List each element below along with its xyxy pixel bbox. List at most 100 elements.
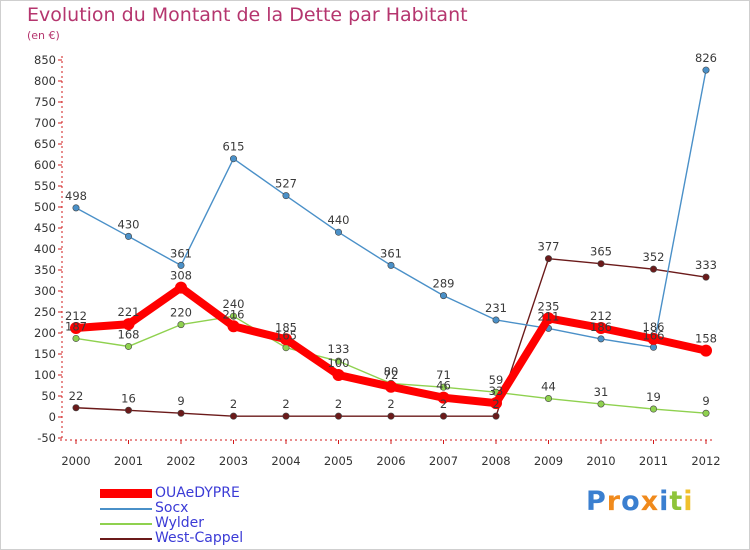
x-tick-label: 2010: [586, 454, 615, 468]
data-label: 168: [118, 327, 140, 341]
data-label: 9: [177, 394, 184, 408]
data-point-ouaedypre: [490, 397, 502, 410]
data-label: 2: [335, 397, 342, 411]
unit-label: (en €): [27, 29, 60, 42]
data-point-west-cappel: [72, 404, 80, 412]
data-label: 22: [69, 389, 84, 403]
y-tick-label: 500: [34, 200, 56, 214]
data-point-west-cappel: [544, 255, 552, 263]
data-label: 377: [538, 240, 560, 254]
y-tick-label: 300: [34, 284, 56, 298]
legend-swatch-wylder: [100, 523, 152, 525]
data-label: 615: [223, 140, 245, 154]
data-label: 46: [436, 379, 451, 393]
data-point-ouaedypre: [595, 321, 607, 334]
data-point-wylder: [72, 334, 80, 342]
x-tick-label: 2003: [219, 454, 248, 468]
data-label: 165: [275, 329, 297, 343]
x-tick-label: 2005: [324, 454, 353, 468]
data-point-west-cappel: [702, 273, 710, 281]
data-label: 2: [440, 397, 447, 411]
data-point-ouaedypre: [175, 281, 187, 294]
data-label: 216: [223, 307, 245, 321]
data-point-west-cappel: [177, 409, 185, 417]
logo-letter: i: [683, 486, 694, 517]
data-label: 100: [328, 356, 350, 370]
data-label: 289: [433, 277, 455, 291]
legend-label: West-Cappel: [155, 530, 244, 546]
data-point-wylder: [125, 342, 133, 350]
x-tick-label: 2011: [639, 454, 668, 468]
legend-swatch-socx: [100, 508, 152, 510]
y-tick-label: 750: [34, 95, 56, 109]
data-point-ouaedypre: [542, 312, 555, 325]
logo-letter: t: [669, 486, 684, 517]
data-label: 33: [489, 384, 504, 398]
y-tick-label: 550: [34, 179, 56, 193]
data-point-socx: [334, 228, 342, 236]
x-tick-label: 2008: [481, 454, 510, 468]
x-tick-label: 2001: [114, 454, 143, 468]
data-label: 19: [646, 390, 661, 404]
data-label: 221: [118, 305, 140, 319]
data-point-socx: [72, 204, 80, 212]
proxiti-logo: Proxiti: [586, 486, 694, 517]
data-point-ouaedypre: [122, 318, 135, 331]
data-point-ouaedypre: [70, 321, 82, 334]
data-label: 187: [65, 319, 87, 333]
legend-swatch-west-cappel: [100, 538, 152, 540]
data-label: 231: [485, 301, 507, 315]
data-point-ouaedypre: [332, 369, 345, 381]
y-tick-label: 100: [34, 368, 56, 382]
y-tick-label: 800: [34, 74, 56, 88]
data-label: 2: [230, 397, 237, 411]
data-label: 185: [275, 320, 297, 334]
data-label: 430: [118, 217, 140, 231]
data-label: 440: [328, 213, 350, 227]
data-label: 365: [590, 245, 612, 259]
data-label: 72: [384, 368, 399, 382]
y-tick-label: 600: [34, 158, 56, 172]
data-label: 2: [282, 397, 289, 411]
data-point-ouaedypre: [280, 333, 292, 346]
logo-letter: i: [659, 486, 670, 517]
data-label: 235: [538, 299, 560, 313]
data-point-west-cappel: [492, 412, 500, 420]
data-point-ouaedypre: [700, 344, 712, 357]
chart-title: Evolution du Montant de la Dette par Hab…: [27, 4, 468, 26]
data-label: 240: [223, 297, 245, 311]
logo-letter: o: [621, 486, 641, 517]
x-tick-label: 2006: [376, 454, 405, 468]
data-label: 308: [170, 269, 192, 283]
x-tick-label: 2000: [61, 454, 90, 468]
y-tick-label: 250: [34, 305, 56, 319]
y-tick-label: 150: [34, 347, 56, 361]
data-point-wylder: [439, 383, 447, 391]
data-point-ouaedypre: [227, 320, 240, 333]
data-label: 220: [170, 306, 192, 320]
y-tick-label: 650: [34, 137, 56, 151]
data-label: 186: [643, 320, 665, 334]
data-point-west-cappel: [597, 260, 605, 268]
data-label: 2: [387, 397, 394, 411]
x-tick-label: 2004: [271, 454, 300, 468]
data-point-wylder: [649, 405, 657, 413]
logo-letter: P: [586, 486, 607, 517]
data-point-socx: [492, 316, 500, 324]
data-point-wylder: [230, 312, 238, 320]
logo-letter: x: [640, 486, 660, 517]
data-label: 166: [643, 328, 665, 342]
data-label: 59: [489, 373, 504, 387]
data-point-socx: [125, 232, 133, 240]
data-point-socx: [597, 335, 605, 343]
data-label: 498: [65, 189, 87, 203]
data-point-socx: [439, 292, 447, 300]
data-point-socx: [177, 261, 185, 269]
data-label: 186: [590, 320, 612, 334]
data-label: 71: [436, 368, 451, 382]
x-tick-label: 2012: [691, 454, 720, 468]
data-point-west-cappel: [282, 412, 290, 420]
y-tick-label: -50: [37, 431, 56, 445]
data-point-wylder: [702, 409, 710, 417]
